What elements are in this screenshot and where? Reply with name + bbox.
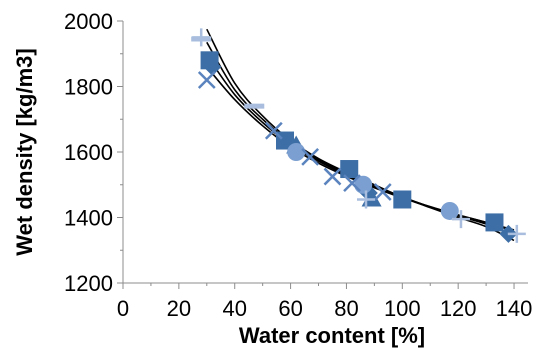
x-axis-title: Water content [%] (239, 323, 425, 348)
data-point-dash (191, 36, 212, 42)
data-point-x (301, 148, 320, 166)
data-point-square (340, 160, 359, 179)
y-tick-label: 1200 (64, 271, 113, 296)
y-axis-title: Wet density [kg/m3] (12, 48, 37, 255)
trendlines (206, 28, 515, 242)
data-point-dash (244, 103, 265, 109)
data-point-diamond (203, 57, 222, 76)
axes: 1200 1400 1600 1800 2000 0 20 40 60 80 100 120 140 (64, 9, 532, 321)
data-points (191, 28, 526, 243)
trendline (206, 66, 515, 231)
y-tick-label: 1600 (64, 140, 113, 165)
x-tick-label: 140 (496, 296, 533, 321)
data-point-square (485, 213, 504, 232)
y-tick-label: 1400 (64, 206, 113, 231)
trendline (206, 28, 515, 242)
x-tick-label: 120 (440, 296, 477, 321)
data-point-x (343, 174, 361, 192)
data-point-plus (451, 210, 470, 229)
x-tick-label: 20 (167, 296, 191, 321)
data-point-circle (440, 201, 459, 220)
x-tick-label: 40 (222, 296, 246, 321)
trendline (206, 54, 515, 233)
x-tick-label: 100 (384, 296, 421, 321)
data-point-plus (357, 190, 375, 209)
x-tick-label: 80 (334, 296, 358, 321)
data-point-circle (287, 143, 306, 161)
data-point-x (373, 183, 392, 201)
x-tick-label: 0 (117, 296, 129, 321)
x-tick-label: 60 (278, 296, 302, 321)
data-point-square (393, 190, 412, 209)
data-point-x (197, 71, 216, 89)
y-tick-label: 1800 (64, 75, 113, 100)
y-tick-label: 2000 (64, 9, 113, 34)
data-point-plus (507, 224, 526, 243)
data-point-x (264, 121, 283, 140)
data-point-x (323, 167, 342, 186)
trendline (206, 41, 515, 237)
